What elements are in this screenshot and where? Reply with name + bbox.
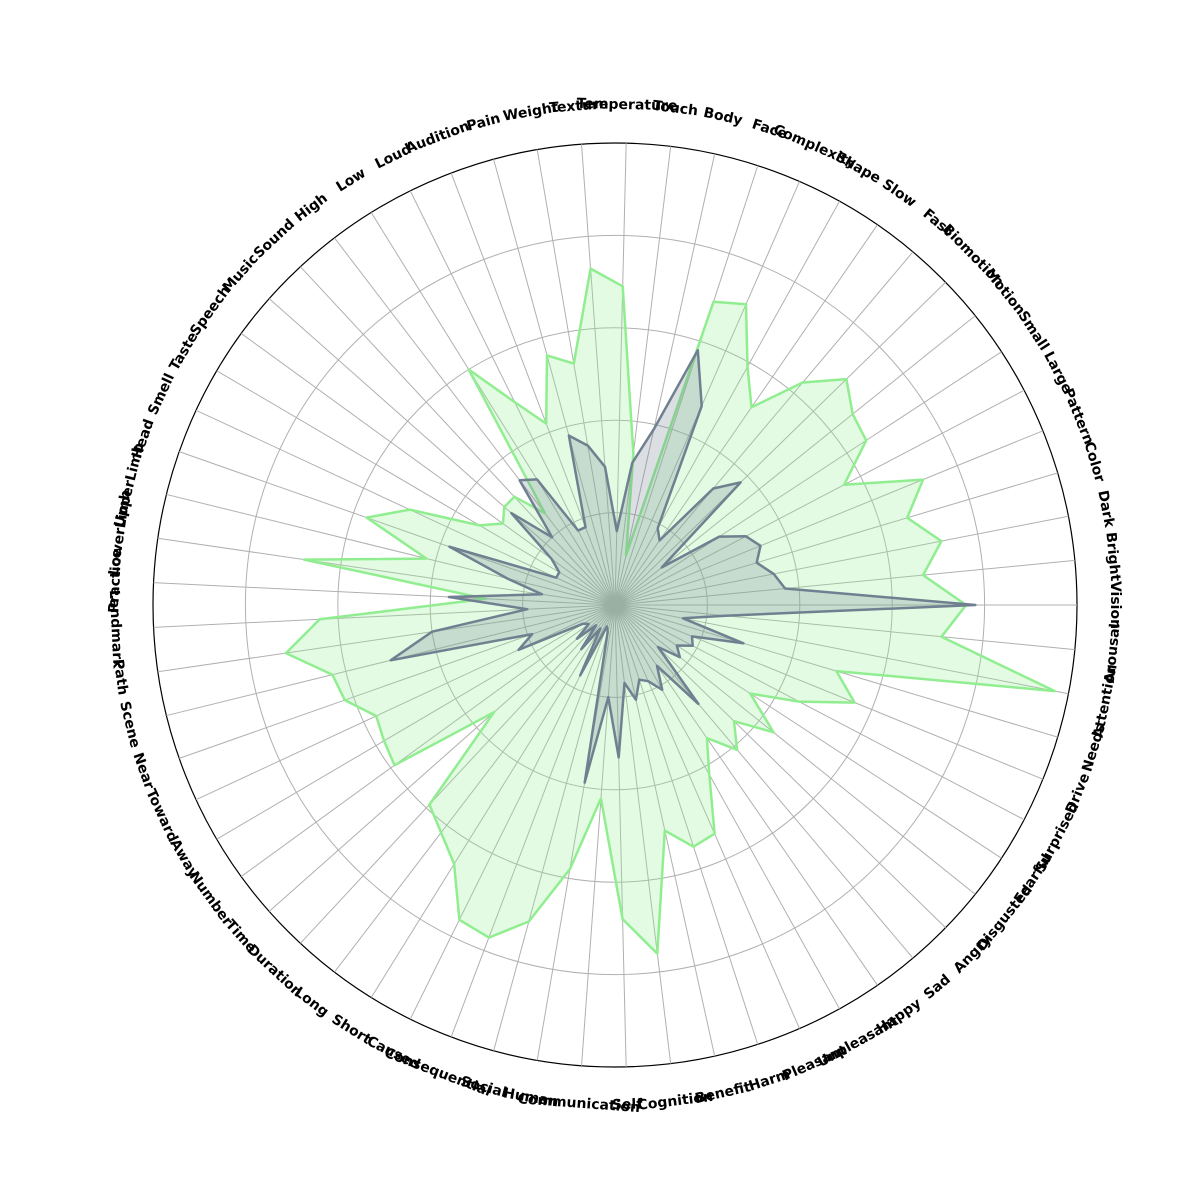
grid-spoke: [614, 251, 914, 606]
grid-spoke: [409, 190, 616, 606]
category-label: Practice: [106, 548, 125, 613]
category-label: Near: [130, 751, 158, 792]
grid-spoke: [614, 604, 1075, 651]
series-2-line: [389, 348, 977, 784]
category-label: Slow: [879, 176, 919, 210]
grid-spoke: [614, 604, 946, 929]
grid-spoke: [614, 604, 1025, 821]
category-label: Loud: [373, 141, 415, 172]
grid-spoke: [300, 604, 616, 944]
grid-spoke: [153, 582, 616, 606]
category-label: Drive: [1063, 771, 1094, 816]
grid-spoke: [614, 472, 1058, 606]
grid-spoke: [614, 165, 759, 606]
category-label: Benefit: [693, 1079, 752, 1107]
category-label: Speech: [187, 283, 234, 339]
category-label: Scene: [116, 700, 143, 750]
category-label: Pattern: [1060, 386, 1097, 447]
category-label: Path: [110, 658, 131, 696]
category-label: Arousal: [1102, 623, 1124, 684]
grid-spoke: [614, 389, 1025, 606]
grid-spoke: [370, 212, 616, 606]
grid-spoke: [179, 604, 616, 759]
grid-spoke: [614, 559, 1075, 606]
series-1-area: [285, 268, 1055, 954]
category-label: Number: [186, 869, 236, 929]
grid-spoke: [614, 515, 1069, 606]
grid-spoke: [614, 146, 672, 606]
grid-spoke: [614, 430, 1044, 606]
grid-spoke: [581, 604, 616, 1066]
grid-spoke: [493, 604, 616, 1051]
category-label: Audition: [404, 118, 472, 157]
category-label: Large: [1040, 349, 1075, 396]
grid-spoke: [614, 604, 1069, 695]
grid-spoke: [614, 351, 1002, 606]
grid-spoke: [614, 604, 840, 1010]
grid-spoke: [157, 604, 616, 673]
series-2-area: [390, 350, 976, 783]
grid-spoke: [614, 281, 946, 606]
category-label: Sound: [251, 216, 298, 262]
category-label: Weight: [502, 99, 560, 124]
grid-spoke: [370, 604, 616, 998]
category-label: Happy: [874, 996, 925, 1038]
category-label: Smell: [145, 371, 178, 417]
radar-series: [284, 267, 1057, 955]
grid-spoke: [216, 604, 616, 840]
category-label: High: [292, 190, 331, 225]
grid-spoke: [614, 604, 1002, 859]
category-label: Texture: [549, 96, 609, 116]
category-label: Face: [750, 116, 789, 142]
series-1-line: [284, 267, 1057, 955]
category-label: Low: [334, 165, 369, 195]
grid-spoke: [614, 153, 716, 606]
grid-spoke: [614, 604, 800, 1029]
category-label: Small: [1015, 308, 1052, 353]
category-label: Touch: [652, 98, 699, 119]
category-label: Landmark: [106, 590, 126, 670]
category-label: Body: [702, 105, 744, 129]
grid-spoke: [334, 604, 616, 973]
grid-spoke: [536, 604, 616, 1061]
grid-spoke: [268, 298, 616, 606]
grid-spoke: [536, 149, 616, 606]
grid-spoke: [450, 604, 616, 1038]
category-label: Bright: [1102, 532, 1123, 583]
grid-spoke: [614, 604, 1044, 780]
grid-spoke: [300, 266, 616, 606]
category-label: Long: [291, 984, 331, 1020]
grid-spoke: [614, 604, 976, 895]
grid-spoke: [614, 604, 627, 1067]
grid-spoke: [614, 224, 878, 606]
grid-spoke: [614, 315, 976, 606]
category-label: Vision: [1107, 581, 1123, 629]
category-label: Color: [1081, 440, 1108, 484]
grid-spoke: [614, 604, 672, 1064]
grid-spoke: [268, 604, 616, 912]
grid-spoke: [614, 181, 800, 606]
category-label: Taste: [167, 329, 202, 373]
grid-spoke: [450, 172, 616, 606]
category-label: Sad: [921, 972, 954, 1003]
grid-spoke: [334, 237, 616, 606]
grid-spoke: [195, 409, 616, 606]
grid-spoke: [240, 604, 616, 877]
category-label: Toward: [142, 787, 180, 845]
grid-spoke: [493, 159, 616, 606]
category-label: Dark: [1094, 489, 1117, 529]
grid-spoke: [614, 604, 759, 1045]
grid-spoke: [195, 604, 616, 801]
grid-spoke: [153, 604, 616, 628]
grid-spoke: [614, 604, 914, 959]
category-label: Temperature: [577, 96, 678, 114]
grid-spoke: [166, 493, 616, 606]
grid-spoke: [614, 200, 840, 606]
grid-spoke: [581, 144, 616, 606]
category-label: Self: [612, 1097, 644, 1114]
grid-spoke: [179, 451, 616, 606]
grid-spoke: [216, 370, 616, 606]
